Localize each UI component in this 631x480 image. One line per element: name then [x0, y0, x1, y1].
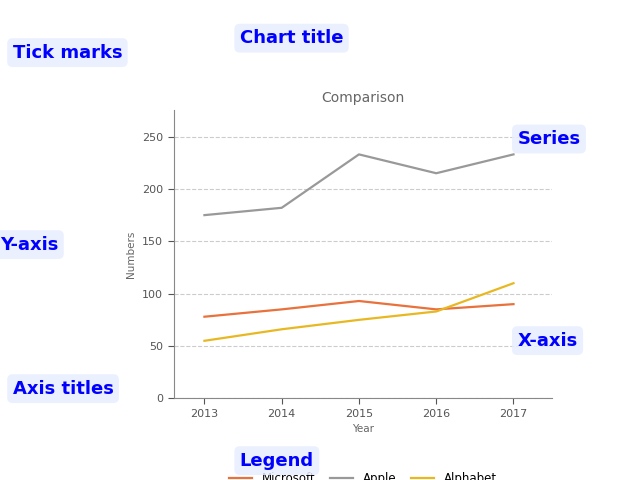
Text: Series: Series: [517, 130, 581, 148]
Alphabet: [278, 326, 285, 332]
Line: Alphabet: Alphabet: [204, 283, 514, 341]
Text: Y-axis: Y-axis: [0, 236, 59, 253]
Microsoft: [510, 301, 517, 307]
Line: Microsoft: Microsoft: [204, 301, 514, 317]
Apple: [510, 152, 517, 157]
X-axis label: Year: Year: [352, 424, 374, 434]
Alphabet: [201, 338, 208, 344]
Microsoft: [355, 298, 363, 304]
Y-axis label: Numbers: Numbers: [126, 231, 136, 278]
Text: Tick marks: Tick marks: [13, 44, 122, 61]
Apple: [278, 205, 285, 211]
Text: X-axis: X-axis: [517, 332, 577, 349]
Text: Chart title: Chart title: [240, 29, 343, 47]
Apple: [201, 212, 208, 218]
Alphabet: [432, 309, 440, 314]
Microsoft: [201, 314, 208, 320]
Apple: [355, 152, 363, 157]
Alphabet: [355, 317, 363, 323]
Text: Axis titles: Axis titles: [13, 380, 114, 397]
Line: Apple: Apple: [204, 155, 514, 215]
Title: Comparison: Comparison: [321, 91, 404, 105]
Apple: [432, 170, 440, 176]
Microsoft: [432, 307, 440, 312]
Alphabet: [510, 280, 517, 286]
Text: Legend: Legend: [240, 452, 314, 469]
Legend: Microsoft, Apple, Alphabet: Microsoft, Apple, Alphabet: [224, 468, 502, 480]
Microsoft: [278, 307, 285, 312]
